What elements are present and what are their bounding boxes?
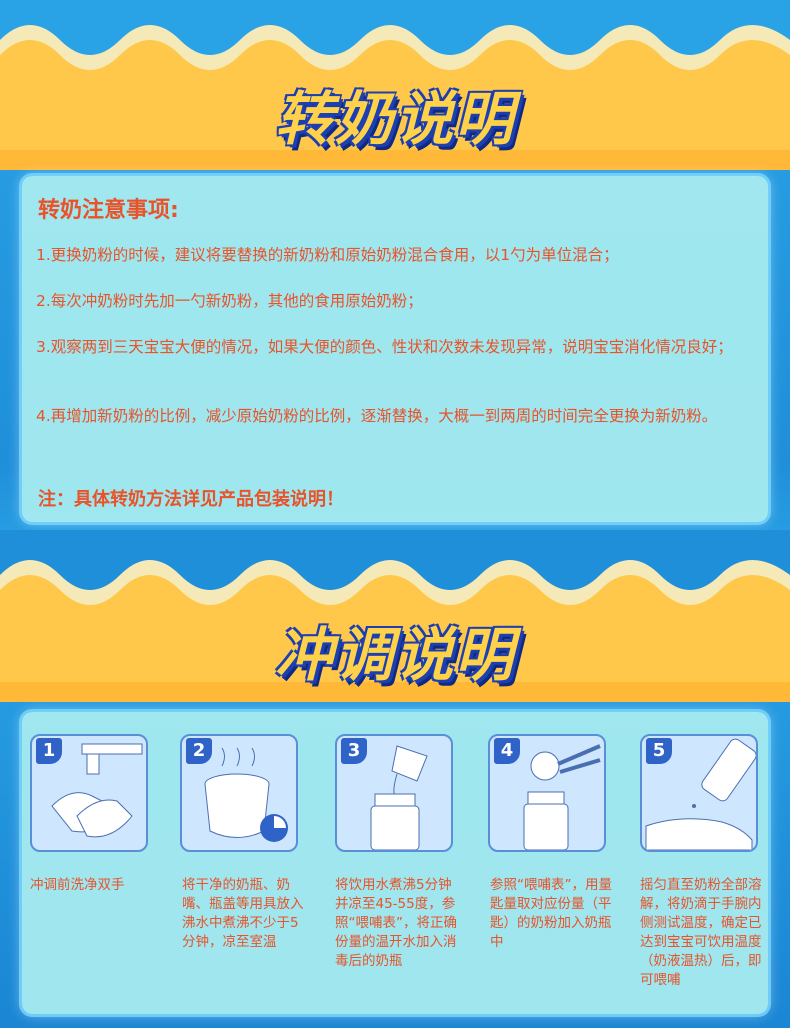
footnote: 注：具体转奶方法详见产品包装说明！ (38, 489, 344, 510)
note-item-3: 3.观察两到三天宝宝大便的情况，如果大便的颜色、性状和次数未发现异常，说明宝宝消… (36, 338, 733, 356)
milk-powder-scoop-icon (523, 744, 601, 850)
note-item-4: 4.再增加新奶粉的比例，减少原始奶粉的比例，逐渐替换，大概一到两周的时间完全更换… (36, 407, 718, 425)
step-3: 3 (335, 734, 453, 852)
banner-transition: 转奶说明 (0, 0, 790, 170)
hand-washing-icon (51, 743, 143, 838)
note-item-1: 1.更换奶粉的时候，建议将要替换的新奶粉和原始奶粉混合食用，以1勺为单位混合； (36, 246, 619, 264)
step-number: 5 (646, 738, 672, 764)
note-item-2: 2.每次冲奶粉时先加一勺新奶粉，其他的食用原始奶粉； (36, 292, 423, 310)
step-5-text: 摇匀直至奶粉全部溶解，将奶滴于手腕内侧测试温度，确定已达到宝宝可饮用温度（奶液温… (640, 877, 762, 988)
wave-banner-shape (0, 530, 790, 702)
step-number: 3 (341, 738, 367, 764)
banner-preparation: 冲调说明 (0, 530, 790, 702)
wrist-temperature-test-icon (645, 738, 756, 850)
pouring-water-icon (370, 745, 428, 850)
transition-notes-card: 转奶注意事项: 1.更换奶粉的时候，建议将要替换的新奶粉和原始奶粉混合食用，以1… (22, 176, 768, 522)
notes-heading: 转奶注意事项: (38, 198, 179, 223)
step-2: 2 (180, 734, 298, 852)
step-5: 5 (640, 734, 758, 852)
step-4: 4 (488, 734, 606, 852)
step-2-text: 将干净的奶瓶、奶嘴、瓶盖等用具放入沸水中煮沸不少于5分钟，凉至室温 (182, 877, 304, 950)
step-3-text: 将饮用水煮沸5分钟并凉至45-55度，参照“喂哺表”，将正确份量的温开水加入消毒… (335, 877, 457, 969)
step-number: 2 (186, 738, 212, 764)
step-number: 4 (494, 738, 520, 764)
step-number: 1 (36, 738, 62, 764)
boiling-pot-icon (204, 747, 288, 842)
page-title-preparation: 冲调说明 (274, 621, 515, 689)
preparation-steps-card: 1 冲调前洗净双手 2 将干净的奶瓶、奶嘴、瓶盖等用具放入沸水中煮沸不少于5分钟… (22, 712, 768, 1014)
step-1-text: 冲调前洗净双手 (30, 877, 125, 893)
step-4-text: 参照“喂哺表”，用量匙量取对应份量（平匙）的奶粉加入奶瓶中 (490, 877, 612, 950)
step-1: 1 (30, 734, 148, 852)
page-title-transition: 转奶说明 (274, 85, 515, 153)
wave-banner-shape (0, 0, 790, 170)
